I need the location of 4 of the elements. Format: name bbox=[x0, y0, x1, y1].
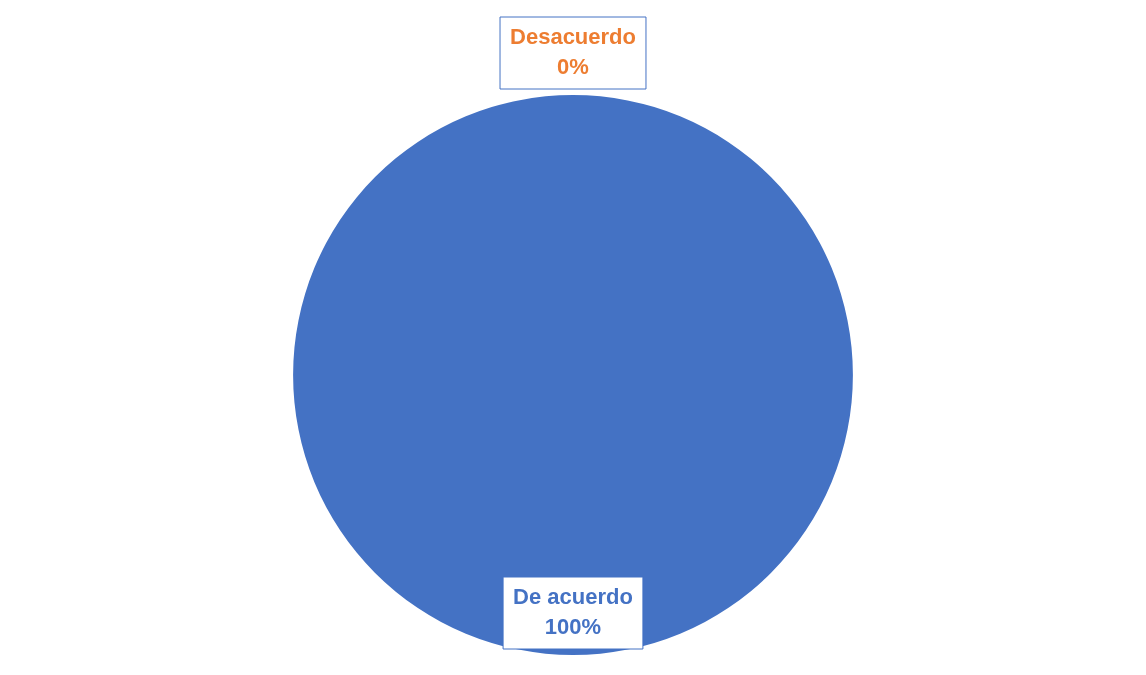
text: 0% bbox=[557, 54, 589, 80]
category-label: Desacuerdo bbox=[510, 24, 636, 50]
data-label: 100% bbox=[544, 614, 602, 640]
slice-label: De acuerdo bbox=[513, 584, 633, 610]
